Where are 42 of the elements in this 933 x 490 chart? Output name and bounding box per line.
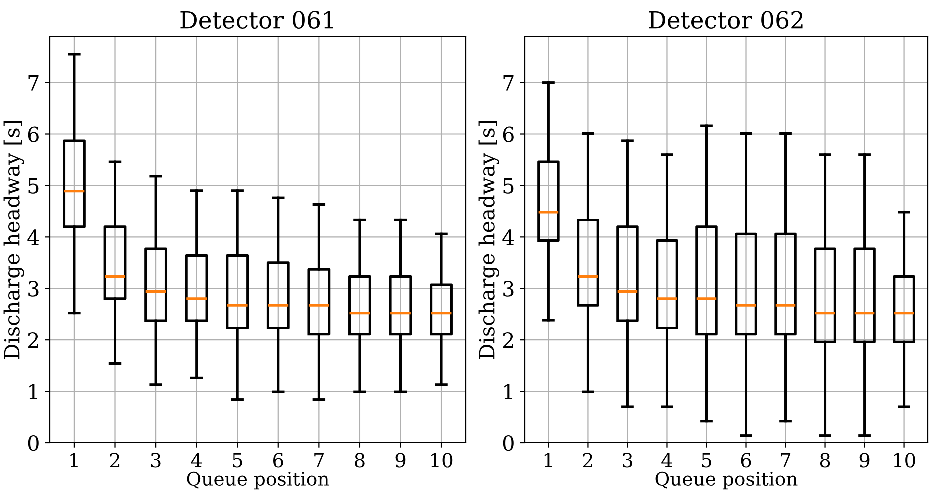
y-tick-label: 5 bbox=[28, 178, 39, 194]
x-tick-label: 10 bbox=[432, 453, 453, 468]
x-tick-label: 5 bbox=[233, 453, 242, 468]
y-axis-title: Discharge headway [s] bbox=[4, 121, 24, 360]
x-tick-label: 3 bbox=[623, 453, 632, 468]
chart-title: Detector 062 bbox=[649, 11, 803, 29]
x-tick-label: 9 bbox=[860, 453, 870, 468]
y-tick-label: 4 bbox=[28, 230, 40, 246]
y-tick-label: 3 bbox=[504, 281, 514, 297]
x-tick-label: 8 bbox=[355, 453, 365, 468]
y-tick-label: 1 bbox=[504, 384, 512, 400]
y-tick-label: 5 bbox=[504, 178, 514, 194]
x-tick-label: 10 bbox=[894, 453, 916, 468]
y-tick-label: 6 bbox=[503, 126, 514, 142]
y-tick-label: 7 bbox=[504, 76, 514, 91]
x-tick-label: 5 bbox=[702, 453, 712, 468]
y-tick-label: 3 bbox=[28, 281, 39, 297]
y-tick-label: 2 bbox=[503, 332, 514, 348]
y-tick-label: 0 bbox=[28, 435, 39, 452]
y-axis-title: Discharge headway [s] bbox=[478, 121, 500, 360]
x-tick-label: 2 bbox=[110, 453, 120, 468]
x-tick-label: 3 bbox=[151, 453, 161, 468]
x-tick-label: 1 bbox=[544, 453, 552, 468]
y-tick-label: 4 bbox=[502, 230, 514, 246]
x-tick-label: 6 bbox=[741, 453, 752, 468]
x-tick-label: 4 bbox=[191, 453, 202, 468]
x-tick-label: 1 bbox=[70, 453, 78, 468]
y-tick-label: 1 bbox=[30, 384, 38, 400]
x-tick-label: 8 bbox=[820, 453, 830, 468]
y-tick-label: 0 bbox=[503, 435, 514, 452]
x-tick-label: 7 bbox=[781, 453, 791, 468]
x-axis-title: Queue position bbox=[187, 472, 330, 490]
x-tick-label: 7 bbox=[314, 453, 324, 468]
y-tick-label: 2 bbox=[28, 332, 38, 348]
x-tick-label: 6 bbox=[274, 453, 284, 468]
y-tick-label: 7 bbox=[28, 76, 39, 91]
x-tick-label: 4 bbox=[662, 453, 672, 468]
y-tick-label: 6 bbox=[28, 126, 39, 142]
x-tick-label: 2 bbox=[583, 453, 592, 468]
x-tick-label: 9 bbox=[396, 453, 406, 468]
x-axis-title: Queue position bbox=[656, 472, 798, 490]
chart-title: Detector 061 bbox=[180, 11, 334, 29]
